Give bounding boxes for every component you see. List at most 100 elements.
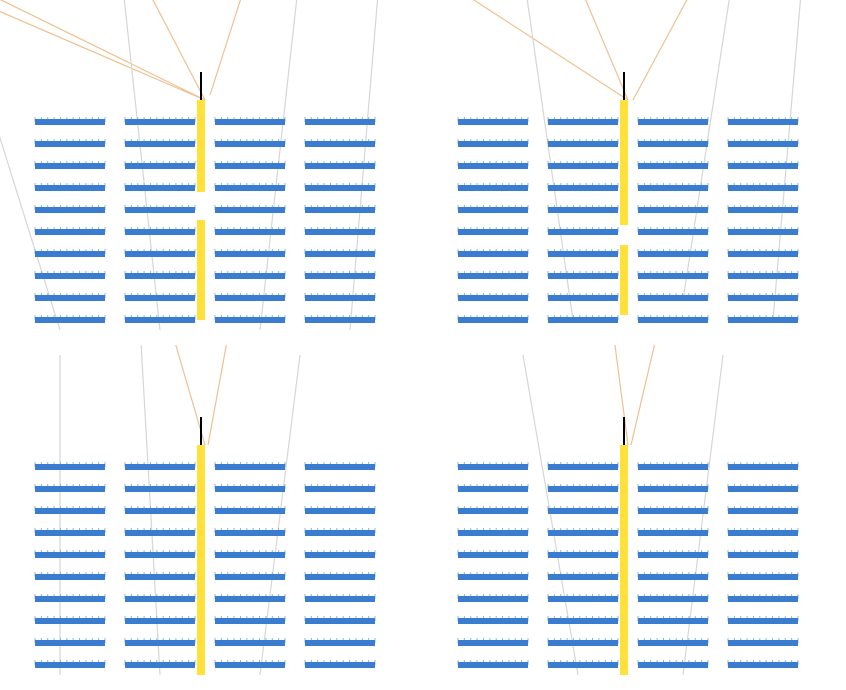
beam-line xyxy=(210,0,250,95)
rack-unit xyxy=(548,660,618,665)
rack-unit xyxy=(548,271,618,276)
rack-unit xyxy=(458,506,528,511)
beam-line xyxy=(631,330,658,445)
rack-unit xyxy=(638,139,708,144)
rack-unit xyxy=(215,139,285,144)
rack-unit xyxy=(638,183,708,188)
rack-unit xyxy=(215,161,285,166)
rack-unit xyxy=(125,484,195,489)
rack-unit xyxy=(305,293,375,298)
rack-unit xyxy=(305,271,375,276)
rack-unit xyxy=(305,550,375,555)
rack-unit xyxy=(305,616,375,621)
bar-segment-bottom xyxy=(197,220,205,320)
rack-unit xyxy=(305,572,375,577)
rack-unit xyxy=(458,660,528,665)
rack-unit xyxy=(458,249,528,254)
rack-unit xyxy=(125,183,195,188)
rack-unit xyxy=(305,139,375,144)
rack-unit xyxy=(728,528,798,533)
rack-unit xyxy=(638,484,708,489)
rack-unit xyxy=(458,315,528,320)
rack-unit xyxy=(458,616,528,621)
rack-unit xyxy=(125,462,195,467)
rack-unit xyxy=(638,249,708,254)
rack-unit xyxy=(125,117,195,122)
rack-unit xyxy=(548,484,618,489)
rack-unit xyxy=(35,227,105,232)
rack-unit xyxy=(305,117,375,122)
rack-unit xyxy=(125,205,195,210)
beam-line xyxy=(208,325,230,445)
panel-2 xyxy=(35,325,375,675)
rack-unit xyxy=(215,183,285,188)
rack-unit xyxy=(638,572,708,577)
rack-unit xyxy=(548,572,618,577)
beam-line xyxy=(573,0,628,100)
rack-unit xyxy=(125,528,195,533)
rack-unit xyxy=(125,139,195,144)
rack-unit xyxy=(638,271,708,276)
rack-unit xyxy=(35,183,105,188)
rack-unit xyxy=(215,506,285,511)
rack-unit xyxy=(215,484,285,489)
rack-unit xyxy=(728,594,798,599)
rack-unit xyxy=(35,506,105,511)
rack-unit xyxy=(305,484,375,489)
beam-line xyxy=(613,330,628,445)
rack-unit xyxy=(215,550,285,555)
rack-unit xyxy=(35,572,105,577)
rack-unit xyxy=(458,183,528,188)
rack-unit xyxy=(125,271,195,276)
rack-unit xyxy=(728,139,798,144)
rack-unit xyxy=(728,293,798,298)
rack-unit xyxy=(728,616,798,621)
bar-segment xyxy=(620,445,628,675)
rack-unit xyxy=(305,506,375,511)
rack-unit xyxy=(548,462,618,467)
rack-unit xyxy=(458,117,528,122)
rack-unit xyxy=(638,506,708,511)
rack-unit xyxy=(728,183,798,188)
rack-unit xyxy=(215,205,285,210)
rack-unit xyxy=(215,315,285,320)
rack-unit xyxy=(728,506,798,511)
highlight-bar xyxy=(620,417,628,675)
beam-line xyxy=(0,10,60,330)
rack-unit xyxy=(638,227,708,232)
rack-unit xyxy=(35,484,105,489)
rack-unit xyxy=(638,594,708,599)
rack-unit xyxy=(548,506,618,511)
highlight-bar xyxy=(197,72,205,320)
rack-unit xyxy=(728,638,798,643)
rack-unit xyxy=(548,293,618,298)
rack-unit xyxy=(548,205,618,210)
rack-unit xyxy=(125,550,195,555)
rack-unit xyxy=(215,572,285,577)
rack-unit xyxy=(638,117,708,122)
bar-segment xyxy=(197,445,205,675)
rack-unit xyxy=(35,462,105,467)
rack-unit xyxy=(215,528,285,533)
rack-unit xyxy=(638,660,708,665)
rack-unit xyxy=(548,117,618,122)
rack-unit xyxy=(728,271,798,276)
rack-unit xyxy=(458,462,528,467)
rack-unit xyxy=(638,161,708,166)
rack-unit xyxy=(35,205,105,210)
rack-unit xyxy=(35,271,105,276)
rack-unit xyxy=(458,528,528,533)
rack-unit xyxy=(458,271,528,276)
rack-unit xyxy=(458,550,528,555)
rack-unit xyxy=(125,594,195,599)
rack-unit xyxy=(35,528,105,533)
rack-unit xyxy=(728,462,798,467)
rack-unit xyxy=(548,183,618,188)
rack-unit xyxy=(215,227,285,232)
rack-unit xyxy=(728,249,798,254)
rack-unit xyxy=(125,660,195,665)
rack-unit xyxy=(638,315,708,320)
diagram-canvas xyxy=(0,0,846,690)
rack-unit xyxy=(548,550,618,555)
rack-unit xyxy=(125,293,195,298)
